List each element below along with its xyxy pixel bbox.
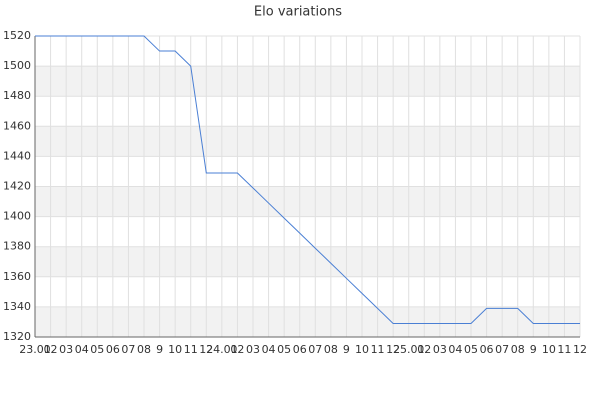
x-tick-label: 23.01 [19,343,51,356]
y-tick-label: 1480 [3,89,31,102]
chart-title: Elo variations [254,5,342,20]
x-tick-label: 24.01 [206,343,238,356]
x-tick-label: 25.01 [393,343,425,356]
x-tick-label: 06 [106,343,120,356]
y-tick-label: 1420 [3,180,31,193]
grid-band [35,246,580,277]
x-tick-label: 12 [386,343,400,356]
x-tick-label: 06 [293,343,307,356]
x-tick-label: 12 [199,343,213,356]
x-tick-label: 9 [156,343,163,356]
grid-band [35,66,580,97]
y-tick-label: 1460 [3,119,31,132]
x-tick-label: 08 [324,343,338,356]
x-tick-label: 03 [59,343,73,356]
x-tick-label: 02 [417,343,431,356]
x-tick-label: 03 [246,343,260,356]
x-tick-label: 04 [75,343,89,356]
x-tick-label: 10 [168,343,182,356]
x-tick-label: 07 [121,343,135,356]
grid-band [35,186,580,217]
x-tick-label: 05 [90,343,104,356]
x-tick-label: 9 [530,343,537,356]
line-series [35,35,580,324]
y-tick-label: 1320 [3,330,31,343]
y-tick-label: 1500 [3,59,31,72]
x-tick-label: 11 [184,343,198,356]
y-tick-label: 1520 [3,29,31,42]
x-tick-label: 03 [433,343,447,356]
x-tick-label: 10 [355,343,369,356]
x-tick-label: 9 [343,343,350,356]
y-tick-label: 1380 [3,240,31,253]
y-tick-label: 1340 [3,300,31,313]
x-tick-label: 05 [277,343,291,356]
x-tick-label: 07 [495,343,509,356]
x-tick-label: 11 [371,343,385,356]
x-tick-label: 02 [230,343,244,356]
x-tick-label: 11 [557,343,571,356]
y-tick-label: 1440 [3,149,31,162]
x-tick-label: 02 [44,343,58,356]
x-tick-label: 04 [262,343,276,356]
x-tick-label: 07 [308,343,322,356]
x-tick-label: 08 [137,343,151,356]
x-tick-label: 05 [464,343,478,356]
x-tick-label: 06 [480,343,494,356]
x-tick-label: 10 [542,343,556,356]
grid-band [35,306,580,337]
x-tick-label: 12 [573,343,587,356]
x-tick-label: 08 [511,343,525,356]
grid-band [35,126,580,157]
y-tick-label: 1400 [3,210,31,223]
y-tick-label: 1360 [3,270,31,283]
x-tick-label: 04 [448,343,462,356]
